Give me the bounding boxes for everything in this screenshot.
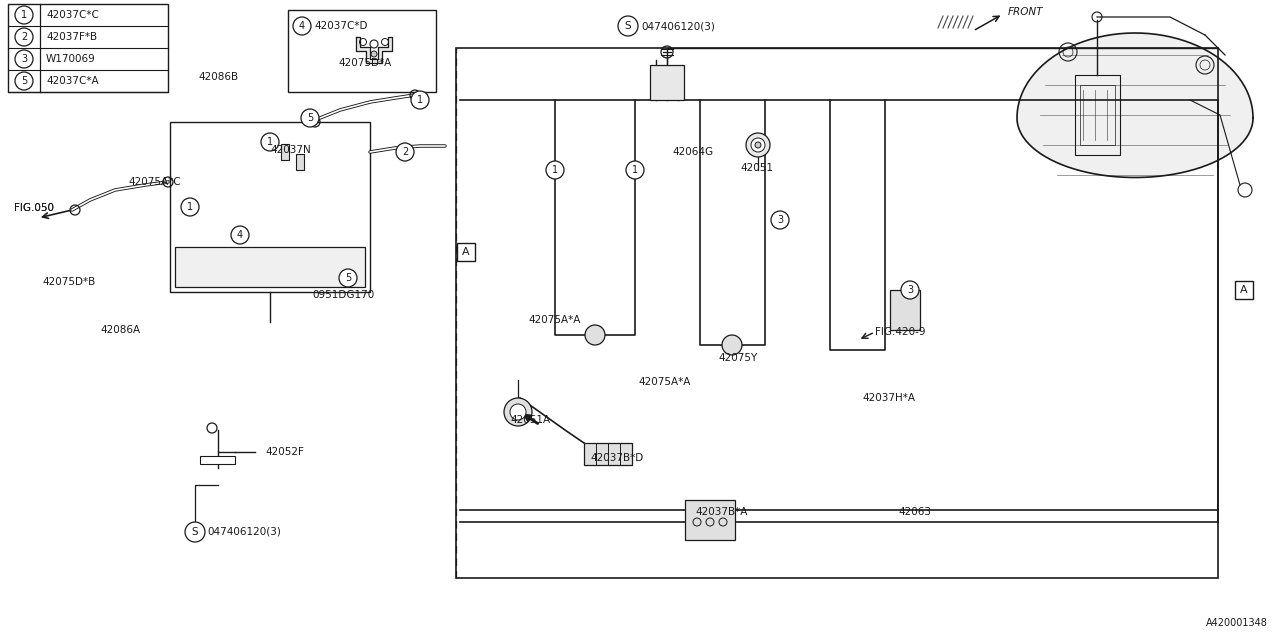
Text: 42075D*A: 42075D*A (338, 58, 392, 68)
Text: W170069: W170069 (46, 54, 96, 64)
Text: 0951DG170: 0951DG170 (312, 290, 374, 300)
Circle shape (547, 161, 564, 179)
Bar (685, 500, 735, 540)
Text: FRONT: FRONT (1009, 7, 1043, 17)
Text: 1: 1 (552, 165, 558, 175)
Text: 3: 3 (20, 54, 27, 64)
Bar (170, 122, 370, 292)
Text: FIG.050: FIG.050 (14, 203, 54, 213)
Text: 047406120(3): 047406120(3) (641, 21, 714, 31)
Circle shape (746, 133, 771, 157)
Text: 42037C*C: 42037C*C (46, 10, 99, 20)
Circle shape (901, 281, 919, 299)
Bar (1080, 85, 1115, 145)
Circle shape (371, 51, 378, 57)
Text: FIG.050: FIG.050 (14, 203, 54, 213)
Circle shape (15, 6, 33, 24)
Text: FIG.420-9: FIG.420-9 (876, 327, 925, 337)
Circle shape (722, 335, 742, 355)
Bar (457, 243, 475, 261)
Text: 42075A*C: 42075A*C (128, 177, 180, 187)
Circle shape (396, 143, 413, 161)
Circle shape (301, 109, 319, 127)
Text: 42075Y: 42075Y (718, 353, 758, 363)
Bar (1235, 281, 1253, 299)
Bar (584, 443, 632, 465)
Text: 3: 3 (908, 285, 913, 295)
Circle shape (15, 50, 33, 68)
Circle shape (186, 522, 205, 542)
Text: 42037F*B: 42037F*B (46, 32, 97, 42)
Circle shape (230, 226, 250, 244)
Bar (296, 154, 305, 170)
Bar (282, 144, 289, 160)
Bar (890, 290, 920, 330)
Circle shape (755, 142, 762, 148)
Circle shape (626, 161, 644, 179)
Polygon shape (1018, 33, 1253, 177)
Text: 42086A: 42086A (100, 325, 140, 335)
Bar (456, 48, 1219, 578)
Text: 5: 5 (307, 113, 314, 123)
Text: 1: 1 (632, 165, 637, 175)
Bar (175, 247, 365, 287)
Bar (8, 4, 168, 92)
Text: 047406120(3): 047406120(3) (207, 527, 280, 537)
Text: 4: 4 (300, 21, 305, 31)
Text: 42037B*D: 42037B*D (590, 453, 644, 463)
Text: 2: 2 (20, 32, 27, 42)
Text: 42037B*A: 42037B*A (695, 507, 748, 517)
Text: 3: 3 (777, 215, 783, 225)
Text: 2: 2 (402, 147, 408, 157)
Circle shape (293, 17, 311, 35)
Text: 42063: 42063 (899, 507, 931, 517)
Circle shape (771, 211, 788, 229)
Text: S: S (192, 527, 198, 537)
Text: 42037H*A: 42037H*A (861, 393, 915, 403)
Circle shape (15, 72, 33, 90)
Circle shape (411, 91, 429, 109)
Circle shape (180, 198, 198, 216)
Circle shape (618, 16, 637, 36)
Text: 42075A*A: 42075A*A (637, 377, 690, 387)
Text: S: S (625, 21, 631, 31)
Text: 1: 1 (20, 10, 27, 20)
Text: 5: 5 (344, 273, 351, 283)
Text: A420001348: A420001348 (1206, 618, 1268, 628)
Text: 42037C*D: 42037C*D (314, 21, 367, 31)
Circle shape (339, 269, 357, 287)
Circle shape (751, 138, 765, 152)
Polygon shape (356, 37, 392, 63)
Text: 1: 1 (417, 95, 424, 105)
Text: 42086B: 42086B (198, 72, 238, 82)
Text: 42037C*A: 42037C*A (46, 76, 99, 86)
Bar (1075, 75, 1120, 155)
Circle shape (15, 28, 33, 46)
Text: 42051A: 42051A (509, 415, 550, 425)
Circle shape (509, 404, 526, 420)
Text: 42052F: 42052F (265, 447, 303, 457)
Circle shape (504, 398, 532, 426)
Text: A: A (462, 247, 470, 257)
Text: 42075D*B: 42075D*B (42, 277, 95, 287)
Text: 42075A*A: 42075A*A (529, 315, 580, 325)
Circle shape (261, 133, 279, 151)
Text: 42064G: 42064G (672, 147, 713, 157)
Text: 1: 1 (268, 137, 273, 147)
Text: 1: 1 (187, 202, 193, 212)
Bar (200, 456, 236, 464)
Text: 5: 5 (20, 76, 27, 86)
Bar (650, 65, 684, 100)
Circle shape (585, 325, 605, 345)
Text: 42051: 42051 (740, 163, 773, 173)
Bar (288, 10, 436, 92)
Text: 4: 4 (237, 230, 243, 240)
Text: A: A (1240, 285, 1248, 295)
Text: 42037N: 42037N (270, 145, 311, 155)
